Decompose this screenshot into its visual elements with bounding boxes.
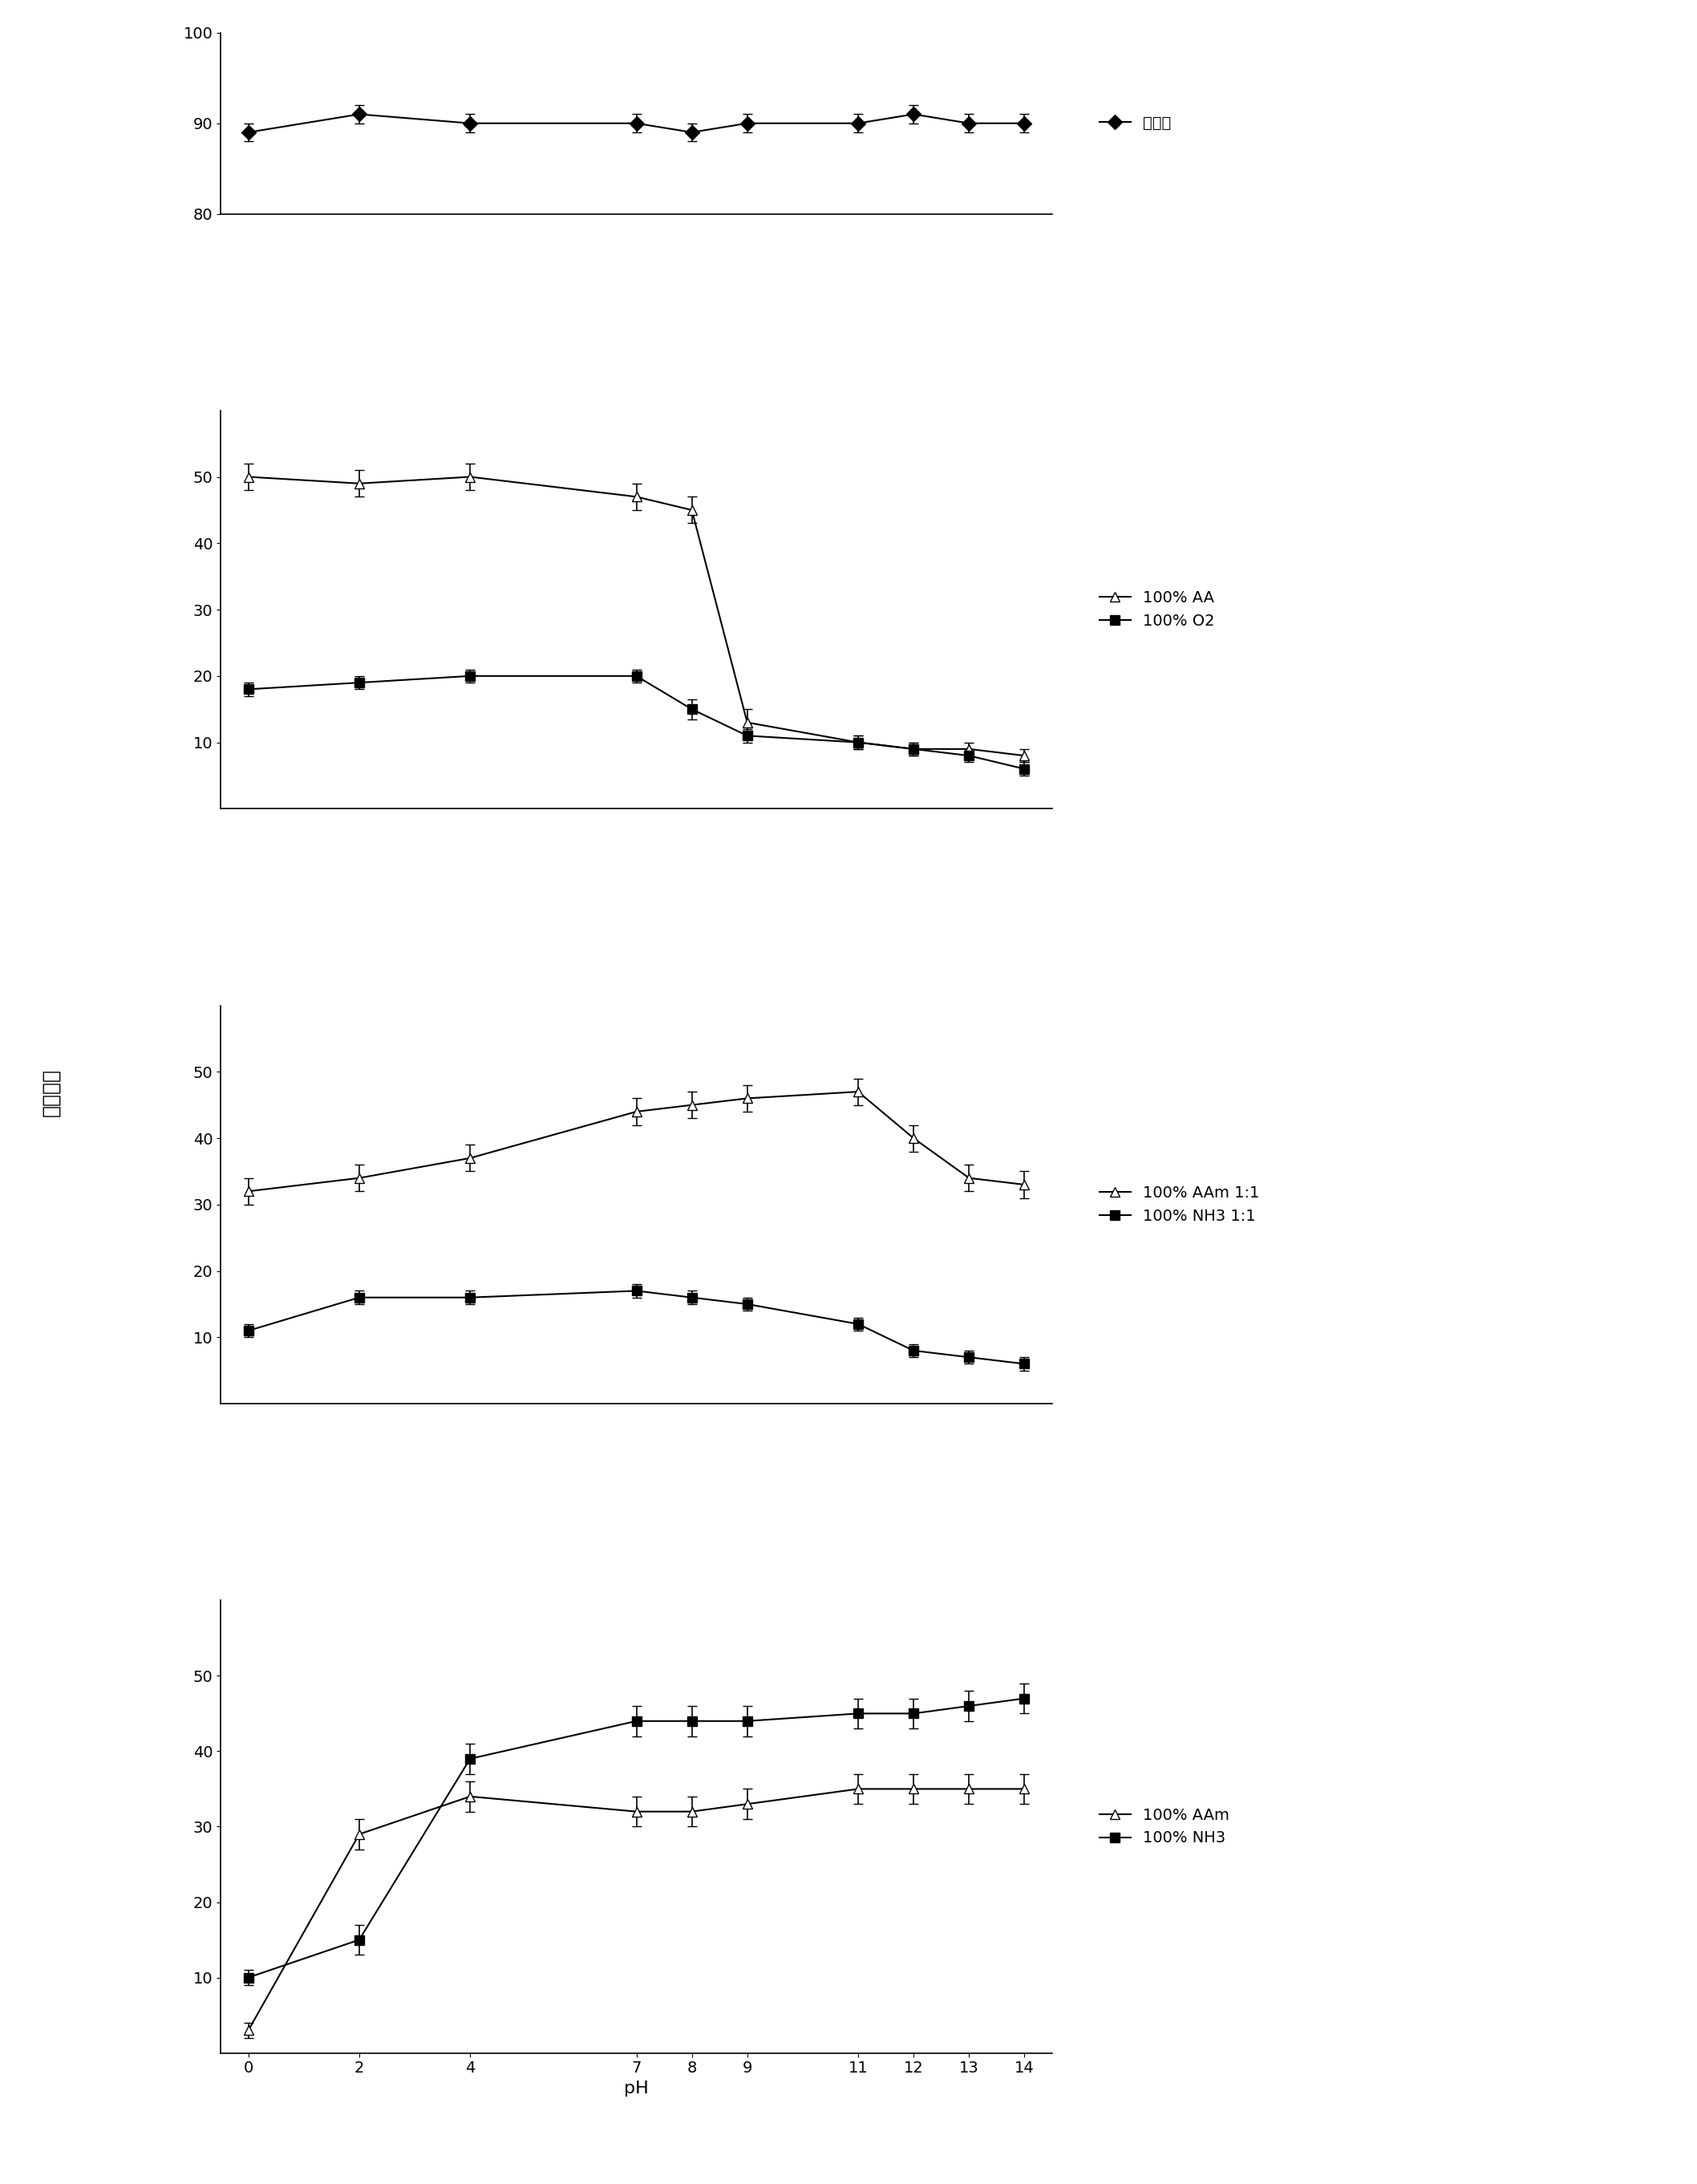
Legend: 100% AAm, 100% NH3: 100% AAm, 100% NH3 bbox=[1093, 1802, 1235, 1852]
X-axis label: pH: pH bbox=[624, 2081, 648, 2097]
Text: 水接触角: 水接触角 bbox=[41, 1068, 61, 1116]
Legend: 100% AA, 100% O2: 100% AA, 100% O2 bbox=[1093, 585, 1222, 636]
Legend: 未処理: 未処理 bbox=[1093, 109, 1178, 138]
Legend: 100% AAm 1:1, 100% NH3 1:1: 100% AAm 1:1, 100% NH3 1:1 bbox=[1093, 1179, 1266, 1230]
